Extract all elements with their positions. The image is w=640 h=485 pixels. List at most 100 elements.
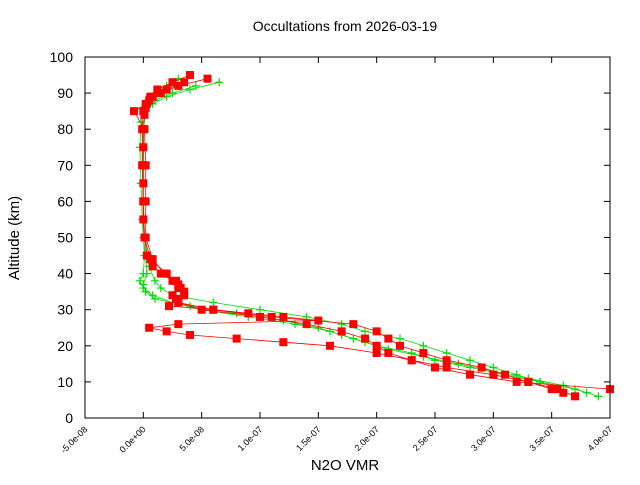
point bbox=[489, 370, 498, 379]
point bbox=[512, 377, 521, 386]
point bbox=[337, 327, 346, 336]
point bbox=[168, 291, 177, 300]
point bbox=[139, 107, 148, 116]
point bbox=[501, 370, 509, 379]
point bbox=[172, 276, 180, 285]
y-tick-label: 10 bbox=[57, 374, 73, 390]
point bbox=[361, 334, 369, 343]
y-axis-label: Altitude (km) bbox=[6, 196, 23, 280]
point bbox=[419, 341, 428, 350]
y-tick-label: 30 bbox=[57, 302, 73, 318]
point bbox=[349, 320, 358, 329]
point bbox=[160, 269, 169, 278]
point bbox=[141, 197, 150, 206]
point bbox=[396, 334, 404, 343]
point bbox=[349, 334, 358, 343]
point bbox=[151, 276, 159, 285]
point bbox=[162, 327, 171, 336]
point bbox=[407, 349, 416, 358]
point bbox=[442, 349, 451, 358]
point bbox=[148, 92, 157, 101]
point bbox=[454, 359, 463, 368]
point bbox=[191, 81, 200, 90]
profile-line bbox=[141, 74, 576, 397]
point bbox=[139, 269, 148, 278]
y-tick-label: 90 bbox=[57, 85, 73, 101]
y-tick-label: 100 bbox=[50, 49, 74, 65]
point bbox=[256, 305, 264, 314]
point bbox=[267, 312, 276, 321]
point bbox=[186, 71, 194, 80]
point bbox=[256, 312, 264, 321]
point bbox=[302, 320, 311, 329]
point bbox=[130, 107, 138, 116]
point bbox=[279, 312, 288, 321]
point bbox=[489, 363, 498, 372]
point bbox=[372, 341, 381, 350]
point bbox=[174, 320, 183, 329]
point bbox=[337, 320, 346, 329]
point bbox=[168, 78, 177, 87]
point bbox=[384, 349, 393, 358]
point bbox=[139, 179, 148, 188]
plot-area bbox=[130, 71, 614, 401]
point bbox=[162, 85, 171, 94]
point bbox=[140, 125, 149, 134]
point bbox=[148, 291, 157, 300]
point bbox=[135, 276, 144, 285]
point bbox=[156, 284, 165, 293]
point bbox=[215, 78, 224, 87]
point bbox=[477, 363, 486, 372]
point bbox=[594, 392, 603, 401]
point bbox=[142, 99, 151, 108]
point bbox=[279, 338, 288, 347]
point bbox=[148, 262, 157, 271]
y-tick-label: 40 bbox=[57, 266, 73, 282]
point bbox=[165, 302, 173, 311]
point bbox=[553, 385, 562, 394]
y-tick-label: 50 bbox=[57, 230, 73, 246]
point bbox=[361, 327, 369, 336]
point bbox=[466, 370, 474, 379]
point bbox=[466, 356, 474, 365]
point bbox=[153, 85, 162, 94]
point bbox=[314, 323, 323, 332]
point bbox=[209, 298, 218, 307]
point bbox=[139, 143, 148, 152]
y-tick-label: 60 bbox=[57, 193, 73, 209]
point bbox=[174, 81, 183, 90]
y-tick-label: 0 bbox=[65, 410, 73, 426]
point bbox=[407, 356, 416, 365]
point bbox=[139, 284, 148, 293]
point bbox=[141, 161, 150, 170]
point bbox=[396, 341, 404, 350]
point bbox=[314, 316, 323, 325]
point bbox=[431, 356, 439, 365]
point bbox=[326, 341, 334, 350]
point bbox=[232, 334, 241, 343]
y-tick-label: 70 bbox=[57, 157, 73, 173]
chart-title: Occultations from 2026-03-19 bbox=[253, 18, 438, 34]
point bbox=[442, 363, 451, 372]
point bbox=[571, 392, 579, 401]
point bbox=[512, 370, 521, 379]
point bbox=[524, 377, 533, 386]
point bbox=[431, 363, 439, 372]
point bbox=[186, 85, 194, 94]
point bbox=[442, 356, 451, 365]
point bbox=[209, 305, 218, 314]
point bbox=[186, 330, 194, 339]
point bbox=[180, 78, 189, 87]
point bbox=[176, 284, 185, 293]
point bbox=[203, 74, 212, 83]
y-tick-label: 80 bbox=[57, 121, 73, 137]
point bbox=[148, 255, 157, 264]
point bbox=[139, 215, 148, 224]
point bbox=[145, 323, 154, 332]
x-axis-label: N2O VMR bbox=[311, 457, 380, 474]
point bbox=[197, 305, 206, 314]
point bbox=[419, 349, 428, 358]
point bbox=[174, 298, 183, 307]
